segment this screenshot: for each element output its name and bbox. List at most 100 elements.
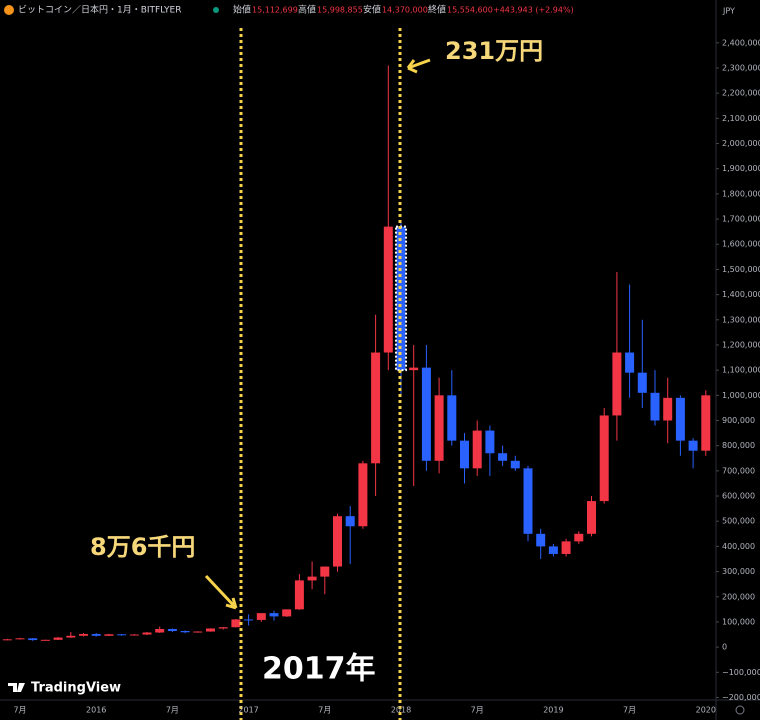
y-tick-label: 1,100,000	[722, 366, 760, 375]
y-tick-label: 1,300,000	[722, 315, 760, 324]
ohlc-value: 15,112,699	[252, 6, 298, 15]
ohlc-value: 15,554,600	[447, 6, 493, 15]
candle-body	[40, 639, 50, 641]
arrow	[204, 574, 238, 610]
candle-body	[688, 440, 698, 451]
candle-body	[472, 430, 482, 469]
x-tick-label: 7月	[318, 706, 331, 715]
y-tick-label: 1,900,000	[722, 164, 760, 173]
y-tick-label: 300,000	[722, 567, 755, 576]
candle-body	[637, 372, 647, 393]
candle-body	[142, 632, 152, 635]
x-tick-label: 2016	[86, 706, 106, 715]
ohlc-label: 始値	[233, 4, 251, 16]
candle-body	[307, 576, 317, 581]
candle-body	[498, 453, 508, 461]
y-tick-label: 1,400,000	[722, 290, 760, 299]
x-tick-label: 2020	[696, 706, 716, 715]
candle-body	[675, 397, 685, 441]
candle-body	[180, 631, 190, 633]
y-tick-label: 900,000	[722, 416, 755, 425]
y-tick-label: 200,000	[722, 592, 755, 601]
candle-body	[612, 352, 622, 416]
y-tick-label: 1,500,000	[722, 265, 760, 274]
currency: JPY	[722, 7, 735, 16]
status-dot	[213, 7, 219, 13]
candle-body	[129, 634, 139, 636]
x-tick-label: 2017	[238, 706, 258, 715]
candle-body	[625, 352, 635, 373]
candle-body	[358, 463, 368, 527]
candle-body	[53, 637, 63, 640]
annotation: 2017年	[262, 652, 376, 687]
y-tick-label: 2,000,000	[722, 139, 760, 148]
brand-logo	[8, 683, 25, 692]
ohlc-label: 終値	[428, 4, 446, 16]
candle-body	[91, 634, 101, 636]
annotation: 8万6千円	[90, 533, 195, 561]
candle-body	[256, 613, 266, 620]
candle-body	[2, 639, 12, 641]
candle-body	[231, 619, 241, 628]
candle-body	[548, 546, 558, 554]
x-tick-label: 7月	[623, 706, 636, 715]
y-tick-label: 2,400,000	[722, 38, 760, 47]
candle-body	[320, 566, 330, 577]
ohlc-value: 15,998,855	[317, 6, 363, 15]
y-tick-label: −100,000	[722, 668, 760, 677]
y-tick-label: 1,600,000	[722, 240, 760, 249]
candle-body	[421, 367, 431, 461]
change: +443,943 (+2.94%)	[493, 6, 574, 15]
candle-body	[282, 609, 292, 617]
y-tick-label: 2,300,000	[722, 63, 760, 72]
ohlc-value: 14,370,000	[382, 6, 428, 15]
candle-body	[409, 367, 419, 371]
x-tick-label: 7月	[13, 706, 26, 715]
candle-body	[218, 627, 228, 629]
candle-body	[117, 634, 127, 636]
candle-body	[345, 516, 355, 527]
y-tick-label: 800,000	[722, 441, 755, 450]
candle-body	[561, 541, 571, 554]
candle-body	[510, 460, 520, 469]
x-tick-label: 7月	[166, 706, 179, 715]
symbol-icon	[4, 5, 14, 15]
x-tick-label: 2018	[391, 706, 411, 715]
candle-body	[244, 619, 254, 621]
ohlc-header: 始値 15,112,699 高値 15,998,855 安値 14,370,000 終値 15…	[233, 4, 574, 16]
candle-body	[460, 440, 469, 469]
candle-body	[15, 638, 25, 640]
candle-body	[434, 395, 444, 461]
settings-icon[interactable]	[735, 705, 745, 715]
candle-body	[650, 392, 660, 421]
arrow	[406, 58, 431, 74]
y-tick-label: 2,200,000	[722, 89, 760, 98]
candle-body	[536, 533, 546, 547]
candle-body	[383, 226, 393, 353]
y-tick-label: 1,200,000	[722, 340, 760, 349]
brand: TradingView	[31, 681, 121, 696]
y-tick-label: 1,000,000	[722, 391, 760, 400]
x-tick-label: 7月	[471, 706, 484, 715]
candle-body	[574, 533, 584, 542]
y-tick-label: 500,000	[722, 517, 755, 526]
candle-body	[333, 516, 342, 567]
y-tick-label: 0	[722, 643, 727, 652]
candle-body	[104, 634, 114, 636]
candle-body	[269, 613, 279, 617]
candle-body	[599, 415, 609, 502]
candle-body	[167, 628, 177, 632]
candle-body	[701, 395, 711, 451]
y-tick-label: 600,000	[722, 492, 755, 501]
candle-body	[485, 430, 495, 454]
candle-body	[294, 580, 304, 610]
ohlc-label: 安値	[363, 4, 381, 16]
y-tick-label: 100,000	[722, 617, 755, 626]
y-tick-label: 1,800,000	[722, 189, 760, 198]
y-tick-label: 1,700,000	[722, 215, 760, 224]
candle-body	[193, 631, 203, 633]
y-tick-label: 2,100,000	[722, 114, 760, 123]
y-tick-label: −200,000	[722, 693, 760, 702]
y-tick-label: 700,000	[722, 466, 755, 475]
annotation: 231万円	[445, 37, 543, 65]
